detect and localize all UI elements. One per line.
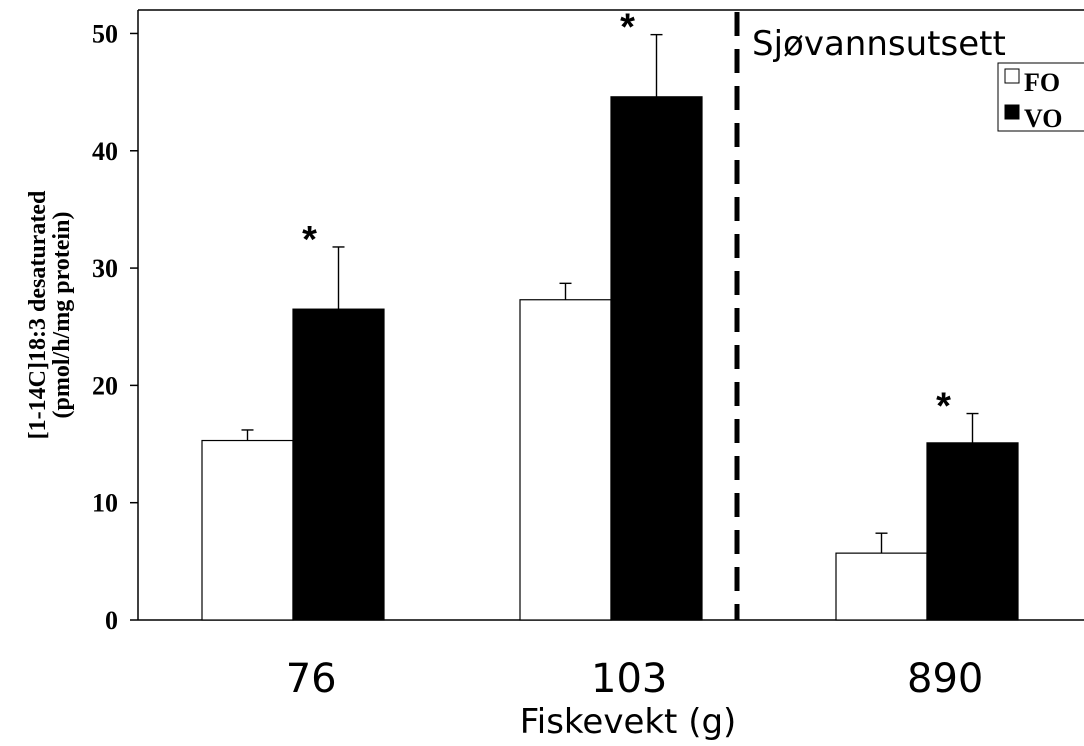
x-category-label: 76 <box>286 656 337 702</box>
y-tick-label: 30 <box>92 254 118 283</box>
significance-star-76: * <box>302 219 317 261</box>
x-category-label: 890 <box>907 656 983 702</box>
y-axis-title: [1-14C]18:3 desaturated (pmol/h/mg prote… <box>25 190 75 439</box>
y-tick-label: 40 <box>92 137 118 166</box>
legend-label-vo: VO <box>1024 104 1062 133</box>
significance-star-103: * <box>620 7 635 49</box>
y-tick-label: 0 <box>105 606 118 635</box>
bar-vo-890 <box>926 442 1019 621</box>
y-axis-ticks: 0 10 20 30 40 50 <box>92 19 138 635</box>
significance-star-890: * <box>936 386 951 428</box>
bar-fo-103 <box>519 299 612 621</box>
error-bars-group <box>241 33 979 554</box>
x-category-label: 103 <box>591 656 667 702</box>
y-axis-title-line2: (pmol/h/mg protein) <box>49 212 75 419</box>
bar-fo-890 <box>835 552 928 621</box>
bar-fo-76 <box>201 439 294 621</box>
legend-swatch-vo <box>1004 104 1020 120</box>
significance-markers: * * * <box>302 7 951 428</box>
y-tick-label: 10 <box>92 489 118 518</box>
annotation-text: Sjøvannsutsett <box>752 24 1006 64</box>
bars-group <box>201 96 1019 621</box>
legend-swatch-fo <box>1004 68 1020 84</box>
legend-label-fo: FO <box>1024 68 1060 97</box>
category-labels: 76 103 890 <box>286 656 984 702</box>
y-axis-title-line1: [1-14C]18:3 desaturated <box>25 190 51 439</box>
legend: FO VO <box>997 62 1084 133</box>
y-tick-label: 20 <box>92 371 118 400</box>
x-axis-title: Fiskevekt (g) <box>520 702 737 742</box>
bar-vo-103 <box>610 96 703 621</box>
y-tick-label: 50 <box>92 19 118 48</box>
bar-vo-76 <box>292 308 385 621</box>
